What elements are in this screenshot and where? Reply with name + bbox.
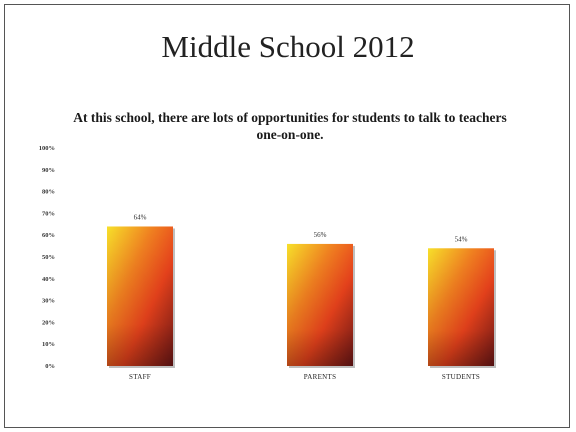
category-labels: STAFF PARENTS STUDENTS — [129, 373, 480, 381]
y-tick-label: 100% — [39, 145, 55, 152]
bar-staff — [107, 226, 175, 368]
data-label: 54% — [455, 235, 468, 243]
y-tick-label: 40% — [42, 276, 55, 283]
y-tick-label: 70% — [42, 210, 55, 217]
y-tick-label: 50% — [42, 254, 55, 261]
y-tick-label: 20% — [42, 319, 55, 326]
category-label: PARENTS — [304, 373, 337, 381]
y-tick-label: 10% — [42, 341, 55, 348]
y-tick-label: 90% — [42, 167, 55, 174]
data-label: 56% — [314, 231, 327, 239]
bar-parents — [287, 244, 355, 368]
category-label: STAFF — [129, 373, 151, 381]
data-labels: 64% 56% 54% — [134, 213, 468, 243]
bars — [107, 226, 496, 368]
y-tick-label: 30% — [42, 298, 55, 305]
y-tick-label: 0% — [45, 363, 55, 370]
y-tick-label: 80% — [42, 189, 55, 196]
bar-students — [428, 248, 496, 368]
y-tick-label: 60% — [42, 232, 55, 239]
y-axis-ticks: 0% 10% 20% 30% 40% 50% 60% 70% 80% 90% 100% — [39, 145, 55, 370]
category-label: STUDENTS — [442, 373, 480, 381]
data-label: 64% — [134, 213, 147, 221]
